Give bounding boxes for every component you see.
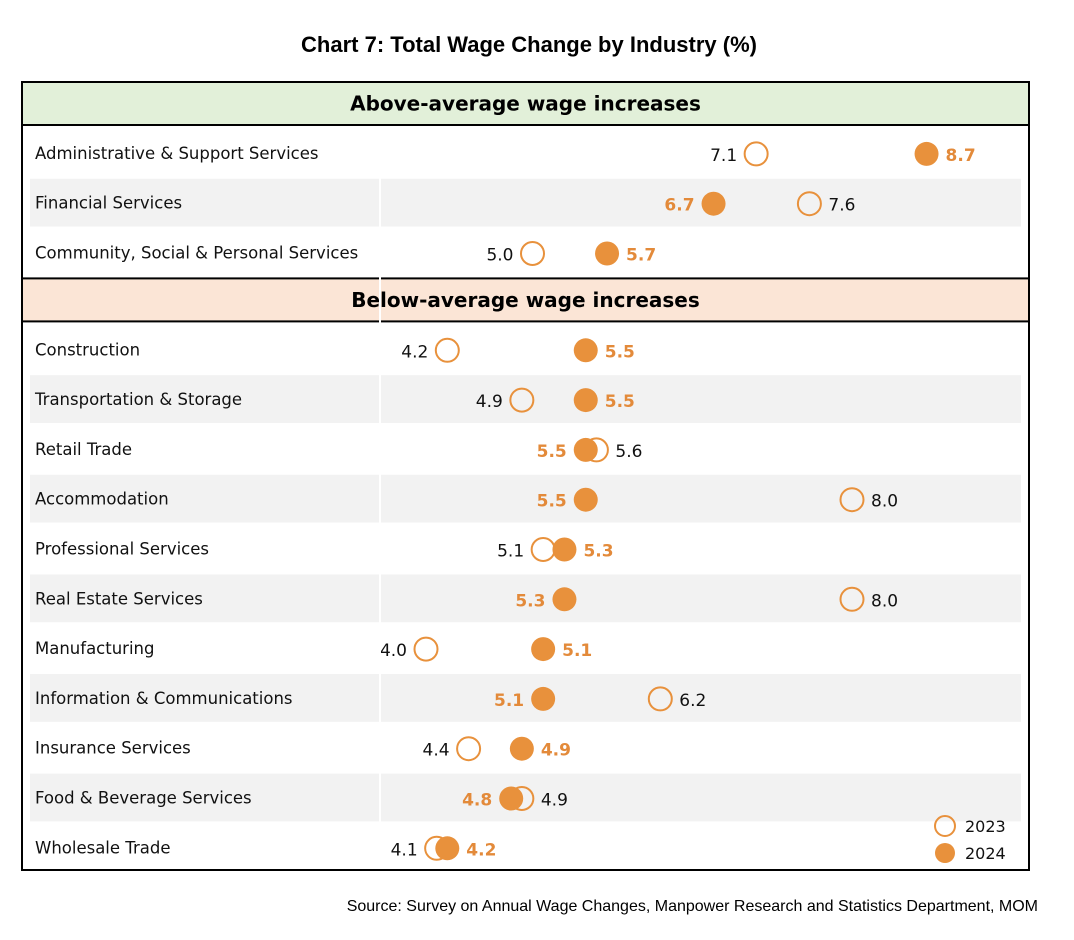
value-label-2023: 4.9	[541, 791, 568, 811]
value-label-2023: 4.4	[423, 741, 450, 761]
industry-label: Construction	[35, 340, 140, 359]
legend-label-2024: 2024	[965, 844, 1006, 863]
dot-2024	[552, 587, 577, 612]
value-label-2024: 8.7	[946, 146, 976, 166]
value-label-2024: 5.3	[583, 542, 613, 562]
dot-2024	[573, 487, 598, 512]
dot-2023	[796, 191, 822, 217]
legend-marker-2024	[935, 843, 955, 863]
value-label-2023: 4.0	[380, 641, 407, 661]
row-stripe	[30, 674, 1021, 722]
dot-2023	[647, 686, 673, 712]
dot-2024	[595, 241, 620, 266]
chart-title: Chart 7: Total Wage Change by Industry (…	[301, 32, 757, 57]
industry-label: Financial Services	[35, 194, 182, 213]
legend-label-2023: 2023	[965, 817, 1006, 836]
dot-2024	[573, 388, 598, 413]
value-label-2023: 8.0	[871, 591, 898, 611]
value-label-2023: 7.1	[710, 146, 737, 166]
row-stripe	[30, 474, 1021, 523]
industry-label: Manufacturing	[35, 639, 154, 658]
dot-2023	[509, 387, 535, 413]
dot-2023	[743, 141, 769, 167]
value-label-2023: 8.0	[871, 492, 898, 512]
value-label-2024: 5.7	[626, 246, 656, 266]
industry-label: Real Estate Services	[35, 589, 203, 608]
value-label-2024: 4.9	[541, 741, 571, 761]
value-label-2023: 7.6	[828, 196, 855, 216]
value-label-2023: 4.1	[391, 840, 418, 860]
value-label-2024: 5.1	[562, 641, 592, 661]
group-header-label: Below-average wage increases	[351, 288, 700, 312]
value-label-2023: 4.9	[476, 392, 503, 412]
value-label-2024: 5.5	[605, 342, 635, 362]
dot-2023	[583, 437, 609, 463]
dot-2024	[552, 537, 577, 562]
row-stripe	[30, 178, 1021, 227]
value-label-2024: 5.5	[605, 392, 635, 412]
value-label-2023: 6.2	[679, 691, 706, 711]
row-stripe	[30, 773, 1021, 822]
value-label-2024: 6.7	[664, 196, 694, 216]
group-header	[21, 81, 1030, 126]
dot-2023	[839, 487, 865, 513]
industry-label: Information & Communications	[35, 689, 293, 708]
industry-label: Community, Social & Personal Services	[35, 244, 358, 263]
group-header-label: Above-average wage increases	[350, 92, 701, 116]
industry-label: Wholesale Trade	[35, 838, 170, 857]
dot-2023	[456, 736, 482, 762]
value-label-2024: 4.2	[466, 840, 496, 860]
industry-label: Food & Beverage Services	[35, 789, 252, 808]
industry-label: Retail Trade	[35, 440, 132, 459]
value-label-2024: 5.1	[494, 691, 524, 711]
value-label-2024: 5.5	[537, 442, 567, 462]
value-label-2024: 4.8	[462, 791, 492, 811]
industry-label: Administrative & Support Services	[35, 144, 319, 163]
value-label-2024: 5.5	[537, 492, 567, 512]
source-note: Source: Survey on Annual Wage Changes, M…	[346, 898, 1038, 915]
dot-2024	[701, 191, 726, 216]
value-label-2024: 5.3	[515, 591, 545, 611]
legend-marker-2023	[934, 815, 956, 837]
industry-label: Transportation & Storage	[34, 390, 242, 409]
industry-label: Accommodation	[35, 490, 169, 509]
dot-2023	[434, 337, 460, 363]
row-stripe	[30, 574, 1021, 623]
dot-2024	[531, 637, 556, 662]
row-stripe	[30, 375, 1021, 423]
value-label-2023: 5.0	[486, 246, 513, 266]
value-label-2023: 5.6	[615, 442, 642, 462]
industry-label: Professional Services	[35, 540, 209, 559]
value-label-2023: 4.2	[401, 342, 428, 362]
dot-2023	[413, 636, 439, 662]
industry-label: Insurance Services	[35, 739, 191, 758]
dot-2023	[520, 241, 545, 266]
value-label-2023: 5.1	[497, 542, 524, 562]
group-header	[21, 277, 1030, 323]
dot-2024	[573, 338, 598, 363]
dot-2023	[509, 786, 535, 811]
dot-2024	[509, 736, 534, 761]
dot-2024	[531, 686, 556, 711]
dot-2023	[839, 586, 865, 612]
dot-2024	[914, 141, 939, 166]
dot-2024	[435, 836, 460, 861]
